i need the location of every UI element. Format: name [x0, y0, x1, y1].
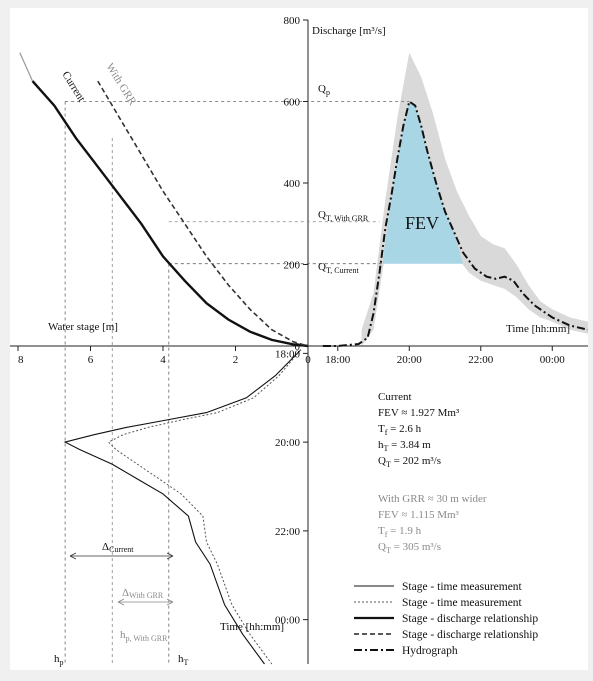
legend: Stage - time measurement Stage - time me… — [354, 581, 538, 657]
stage-time-current-curve — [63, 349, 302, 665]
discharge-axis-label: Discharge [m³/s] — [312, 25, 386, 37]
fev-area — [382, 101, 463, 264]
discharge-tick-label: 800 — [284, 15, 301, 27]
delta-arrows — [69, 552, 174, 606]
delta-with-grr-arrowhead-right — [166, 598, 174, 606]
time-x-tick-label: 22:00 — [468, 354, 494, 366]
time-axis-bottom-label: Time [hh:mm] — [220, 621, 284, 633]
stats-current-qt: QT = 202 m³/s — [378, 455, 441, 469]
figure: 800 600 400 200 0 8 6 4 2 0 18:00 20:00 22:00 00:00 18… — [10, 8, 588, 670]
time-y-tick-label: 00:00 — [275, 615, 301, 627]
qp-label: Qp — [318, 83, 330, 97]
stats-with-grr-title: With GRR ≈ 30 m wider — [378, 493, 487, 505]
delta-with-grr-label: ΔWith GRR — [122, 587, 164, 600]
discharge-tick-label: 200 — [284, 260, 301, 272]
stage-tick-label: 4 — [160, 354, 166, 366]
discharge-tick-label: 400 — [284, 178, 301, 190]
delta-current-arrowhead-left — [69, 552, 77, 560]
hp-with-grr-label: hp, With GRR — [120, 629, 168, 643]
stage-tick-label: 8 — [18, 354, 24, 366]
guide-lines — [64, 101, 410, 664]
legend-label-stage-discharge-grr: Stage - discharge relationship — [402, 629, 538, 641]
stats-current: Current FEV ≈ 1.927 Mm³ Tf = 2.6 h hT = … — [378, 391, 460, 469]
time-y-tick-label: 22:00 — [275, 526, 301, 538]
discharge-tick-label: 600 — [284, 97, 301, 109]
fev-label: FEV — [405, 213, 439, 233]
legend-label-stage-discharge-current: Stage - discharge relationship — [402, 613, 538, 625]
stats-current-ht: hT = 3.84 m — [378, 439, 431, 453]
stats-current-title: Current — [378, 391, 412, 403]
legend-label-stage-time-current: Stage - time measurement — [402, 581, 523, 593]
stage-tick-label: 2 — [233, 354, 239, 366]
qt-with-grr-label: QT, With GRR — [318, 209, 369, 223]
current-curve-label: Current — [59, 69, 87, 104]
fill-layer — [361, 52, 588, 346]
discharge-tick-label: 0 — [295, 341, 301, 353]
delta-current-arrowhead-right — [166, 552, 174, 560]
stats-current-tf: Tf = 2.6 h — [378, 423, 422, 437]
stats-with-grr-qt: QT = 305 m³/s — [378, 541, 441, 555]
stage-discharge-current-curve — [31, 80, 309, 348]
time-axis-right-label: Time [hh:mm] — [506, 323, 570, 335]
water-stage-axis-label: Water stage [m] — [48, 321, 118, 333]
stage-tick-label: 6 — [88, 354, 94, 366]
time-x-tick-label: 18:00 — [325, 354, 351, 366]
stats-with-grr-fev: FEV ≈ 1.115 Mm³ — [378, 509, 460, 521]
delta-current-label: ΔCurrent — [102, 541, 134, 554]
with-grr-curve-label: With GRR — [103, 61, 138, 108]
stage-discharge-current-extension — [19, 52, 34, 82]
delta-with-grr-arrowhead-left — [117, 598, 125, 606]
time-x-tick-label: 00:00 — [540, 354, 566, 366]
hydrograph-curve — [322, 99, 588, 347]
stage-tick-label: 0 — [305, 354, 311, 366]
qt-current-label: QT, Current — [318, 261, 359, 275]
ht-label: hT — [178, 653, 189, 667]
time-x-tick-label: 20:00 — [397, 354, 423, 366]
legend-label-hydrograph: Hydrograph — [402, 645, 458, 657]
stage-discharge-with-grr-curve — [97, 80, 309, 347]
legend-label-stage-time-grr: Stage - time measurement — [402, 597, 523, 609]
time-y-tick-label: 18:00 — [275, 348, 301, 360]
stats-with-grr-tf: Tf = 1.9 h — [378, 525, 422, 539]
curves-layer — [19, 52, 588, 665]
time-y-tick-label: 20:00 — [275, 437, 301, 449]
stats-current-fev: FEV ≈ 1.927 Mm³ — [378, 407, 460, 419]
hp-label: hp — [54, 653, 64, 667]
stats-with-grr: With GRR ≈ 30 m wider FEV ≈ 1.115 Mm³ Tf… — [378, 493, 487, 555]
stage-time-with-grr-curve — [107, 349, 302, 665]
